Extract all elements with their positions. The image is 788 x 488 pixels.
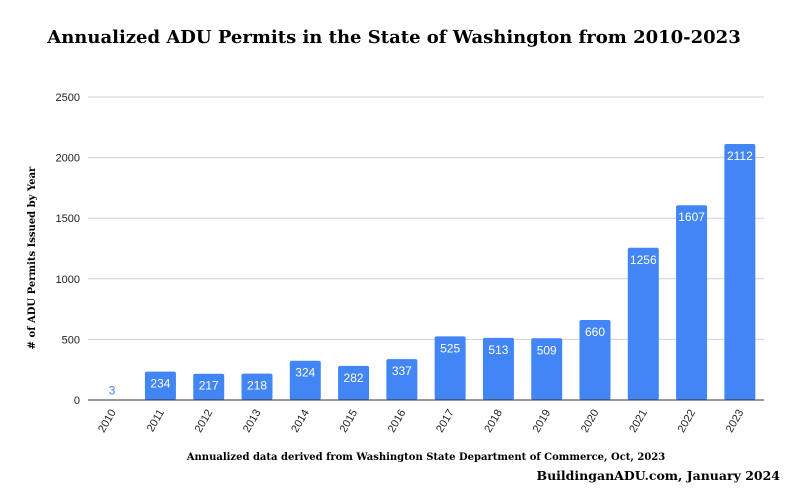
y-axis-ticks: 0 500 1000 1500 2000 2500 bbox=[56, 92, 80, 407]
x-tick-label: 2021 bbox=[627, 408, 650, 435]
x-tick-label: 2019 bbox=[531, 408, 554, 435]
bar-2012 bbox=[193, 373, 225, 400]
bar-2013 bbox=[241, 373, 273, 400]
bar-2015 bbox=[338, 365, 370, 400]
x-tick-label: 2011 bbox=[145, 408, 167, 434]
chart-title: Annualized ADU Permits in the State of W… bbox=[46, 27, 740, 48]
bar-2014 bbox=[289, 360, 321, 400]
y-tick-label: 2000 bbox=[56, 153, 80, 165]
bar-2023 bbox=[724, 144, 756, 400]
y-tick-label: 1500 bbox=[56, 213, 80, 225]
data-label-2018: 513 bbox=[488, 343, 508, 357]
data-label-2021: 1256 bbox=[630, 253, 657, 267]
y-axis-label: # of ADU Permits Issued by Year bbox=[27, 166, 38, 349]
x-tick-label: 2018 bbox=[482, 408, 505, 435]
data-label-2016: 337 bbox=[392, 364, 412, 378]
data-label-2013: 218 bbox=[247, 379, 267, 393]
x-axis-ticks: 2010 2011 2012 2013 2014 2015 2016 2017 2018 2019… bbox=[96, 408, 746, 435]
data-label-2020: 660 bbox=[585, 325, 605, 339]
data-label-2023: 2112 bbox=[727, 149, 753, 163]
data-label-2019: 509 bbox=[537, 343, 557, 357]
y-tick-label: 1000 bbox=[56, 274, 80, 286]
credit-note: BuildinganADU.com, January 2024 bbox=[537, 468, 781, 483]
y-tick-label: 500 bbox=[62, 334, 80, 346]
data-label-2015: 282 bbox=[344, 371, 364, 385]
x-tick-label: 2012 bbox=[193, 408, 216, 435]
x-tick-label: 2014 bbox=[289, 408, 312, 435]
data-label-2022: 1607 bbox=[678, 210, 705, 224]
x-axis-label: Annualized data derived from Washington … bbox=[186, 452, 665, 463]
bar-2020 bbox=[579, 320, 611, 400]
x-tick-label: 2016 bbox=[386, 408, 409, 435]
data-label-2017: 525 bbox=[440, 341, 460, 355]
data-label-2011: 234 bbox=[150, 377, 170, 391]
data-labels: 3 234 217 218 324 282 337 525 513 509 660 1256 1607 2… bbox=[109, 149, 753, 398]
bar-2022 bbox=[676, 205, 708, 400]
x-tick-label: 2017 bbox=[434, 408, 457, 435]
x-tick-label: 2022 bbox=[676, 408, 699, 435]
x-tick-label: 2020 bbox=[579, 408, 602, 435]
data-label-2010: 3 bbox=[109, 384, 116, 398]
x-tick-label: 2013 bbox=[241, 408, 264, 435]
data-label-2012: 217 bbox=[199, 379, 219, 393]
y-tick-label: 2500 bbox=[56, 92, 80, 104]
bars bbox=[96, 144, 756, 400]
x-tick-label: 2015 bbox=[338, 408, 361, 435]
data-label-2014: 324 bbox=[295, 366, 315, 380]
x-tick-label: 2010 bbox=[96, 408, 119, 435]
bar-2019 bbox=[531, 338, 563, 400]
bar-2021 bbox=[627, 247, 659, 400]
gridlines bbox=[88, 96, 764, 340]
bar-2017 bbox=[434, 336, 466, 400]
y-tick-label: 0 bbox=[74, 395, 80, 407]
x-tick-label: 2023 bbox=[724, 408, 747, 435]
bar-2016 bbox=[386, 359, 418, 400]
bar-2018 bbox=[482, 337, 514, 400]
bar-2011 bbox=[144, 371, 176, 400]
